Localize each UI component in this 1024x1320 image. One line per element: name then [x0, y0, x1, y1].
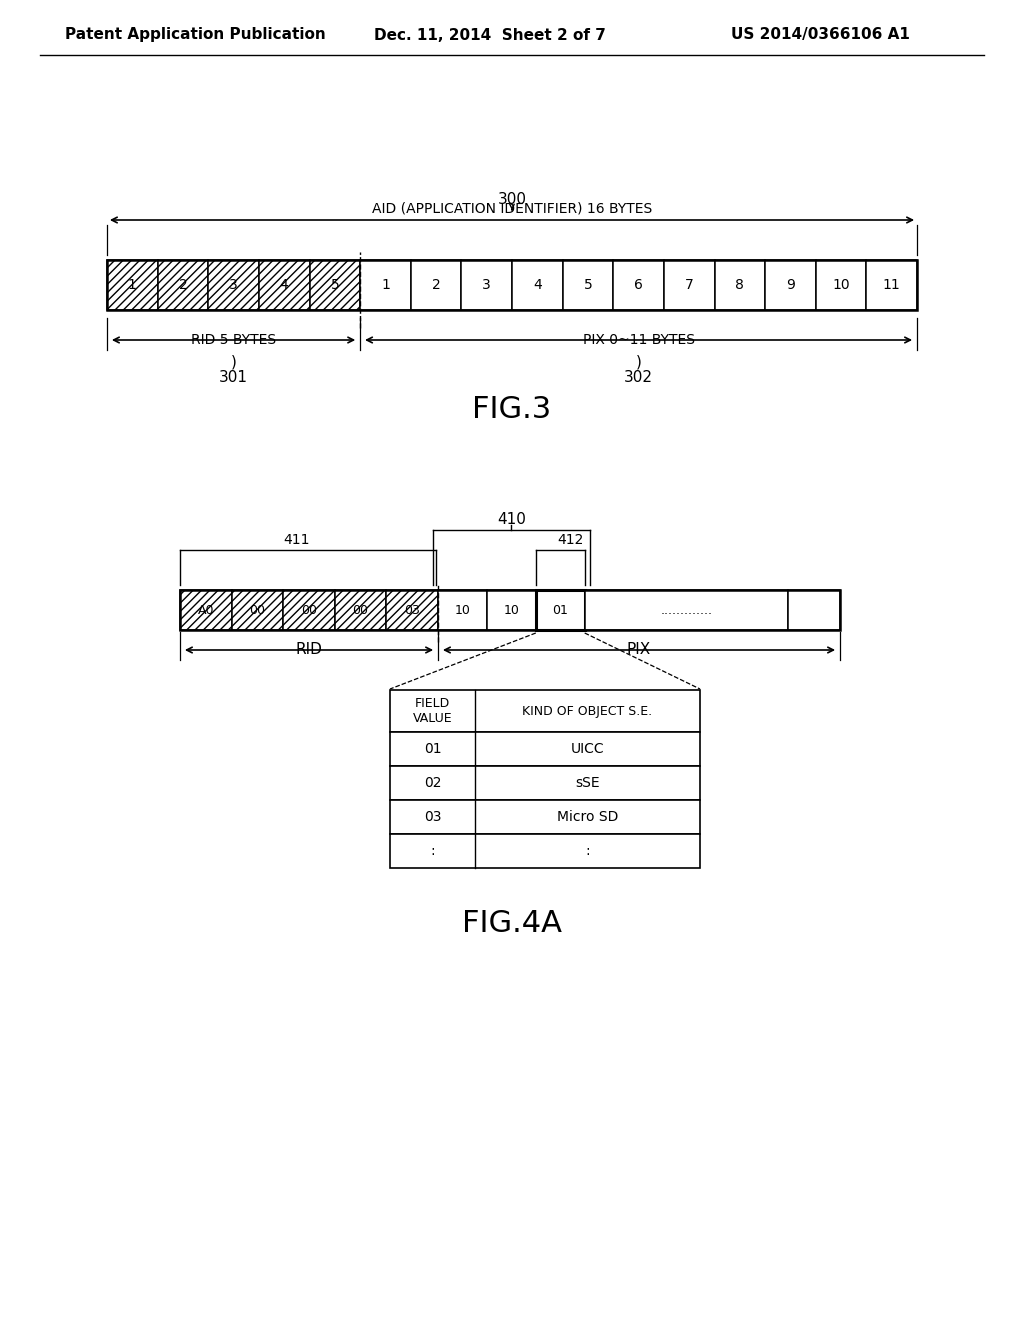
Text: FIG.4A: FIG.4A: [462, 908, 562, 937]
Bar: [816, 260, 866, 310]
Bar: [512, 260, 562, 310]
Text: 9: 9: [786, 279, 795, 292]
Bar: [386, 590, 438, 630]
Text: 5: 5: [584, 279, 592, 292]
Bar: [335, 590, 386, 630]
Bar: [309, 260, 360, 310]
Text: 00: 00: [352, 603, 369, 616]
Text: 301: 301: [219, 371, 248, 385]
Bar: [585, 590, 788, 630]
Bar: [765, 260, 816, 310]
Bar: [360, 260, 411, 310]
Bar: [562, 260, 613, 310]
Bar: [386, 590, 438, 630]
Bar: [664, 260, 715, 310]
Bar: [613, 260, 664, 310]
Bar: [390, 766, 700, 800]
Text: US 2014/0366106 A1: US 2014/0366106 A1: [730, 28, 909, 42]
Bar: [106, 260, 918, 310]
Text: 5: 5: [331, 279, 339, 292]
Bar: [180, 590, 840, 630]
Text: 4: 4: [532, 279, 542, 292]
Text: Dec. 11, 2014  Sheet 2 of 7: Dec. 11, 2014 Sheet 2 of 7: [374, 28, 606, 42]
Text: 3: 3: [482, 279, 492, 292]
Text: KIND OF OBJECT S.E.: KIND OF OBJECT S.E.: [522, 705, 652, 718]
Text: :: :: [430, 843, 435, 858]
Bar: [390, 733, 700, 766]
Text: 302: 302: [624, 371, 653, 385]
Bar: [208, 260, 259, 310]
Text: AID (APPLICATION IDENTIFIER) 16 BYTES: AID (APPLICATION IDENTIFIER) 16 BYTES: [372, 202, 652, 216]
Text: RID 5 BYTES: RID 5 BYTES: [191, 333, 276, 347]
Bar: [866, 260, 918, 310]
Bar: [788, 590, 840, 630]
Bar: [462, 260, 512, 310]
Bar: [180, 590, 231, 630]
Text: 6: 6: [634, 279, 643, 292]
Bar: [259, 260, 309, 310]
Bar: [106, 260, 158, 310]
Text: 01: 01: [552, 603, 568, 616]
Text: A0: A0: [198, 603, 214, 616]
Text: 00: 00: [250, 603, 265, 616]
Bar: [231, 590, 284, 630]
Text: PIX 0~11 BYTES: PIX 0~11 BYTES: [583, 333, 694, 347]
Text: 03: 03: [404, 603, 420, 616]
Bar: [487, 590, 536, 630]
Bar: [390, 834, 700, 869]
Bar: [231, 590, 284, 630]
Bar: [284, 590, 335, 630]
Text: UICC: UICC: [570, 742, 604, 756]
Text: 01: 01: [424, 742, 441, 756]
Text: 02: 02: [424, 776, 441, 789]
Text: :: :: [585, 843, 590, 858]
Text: 2: 2: [178, 279, 187, 292]
Text: 3: 3: [229, 279, 238, 292]
Bar: [411, 260, 462, 310]
Bar: [158, 260, 208, 310]
Bar: [106, 260, 158, 310]
Text: 00: 00: [301, 603, 317, 616]
Text: .............: .............: [660, 603, 713, 616]
Bar: [390, 800, 700, 834]
Text: 411: 411: [283, 533, 309, 546]
Text: 300: 300: [498, 193, 526, 207]
Text: sSE: sSE: [575, 776, 600, 789]
Text: 410: 410: [497, 512, 525, 528]
Text: PIX: PIX: [627, 643, 651, 657]
Text: ): ): [636, 355, 641, 370]
Text: 10: 10: [504, 603, 519, 616]
Text: 10: 10: [833, 279, 850, 292]
Bar: [536, 590, 585, 630]
Text: Micro SD: Micro SD: [557, 810, 618, 824]
Bar: [158, 260, 208, 310]
Text: 7: 7: [685, 279, 693, 292]
Text: 03: 03: [424, 810, 441, 824]
Text: 1: 1: [381, 279, 390, 292]
Text: 8: 8: [735, 279, 744, 292]
Bar: [259, 260, 309, 310]
Bar: [284, 590, 335, 630]
Text: 2: 2: [432, 279, 440, 292]
Text: 412: 412: [557, 533, 584, 546]
Text: 11: 11: [883, 279, 900, 292]
Bar: [309, 260, 360, 310]
Bar: [715, 260, 765, 310]
Text: 10: 10: [455, 603, 470, 616]
Text: FIELD
VALUE: FIELD VALUE: [413, 697, 453, 725]
Bar: [208, 260, 259, 310]
Text: RID: RID: [296, 643, 323, 657]
Text: ): ): [230, 355, 237, 370]
Bar: [438, 590, 487, 630]
Bar: [180, 590, 231, 630]
Text: FIG.3: FIG.3: [472, 396, 552, 425]
Text: 1: 1: [128, 279, 137, 292]
Bar: [390, 690, 700, 733]
Bar: [335, 590, 386, 630]
Text: Patent Application Publication: Patent Application Publication: [65, 28, 326, 42]
Text: 4: 4: [280, 279, 289, 292]
